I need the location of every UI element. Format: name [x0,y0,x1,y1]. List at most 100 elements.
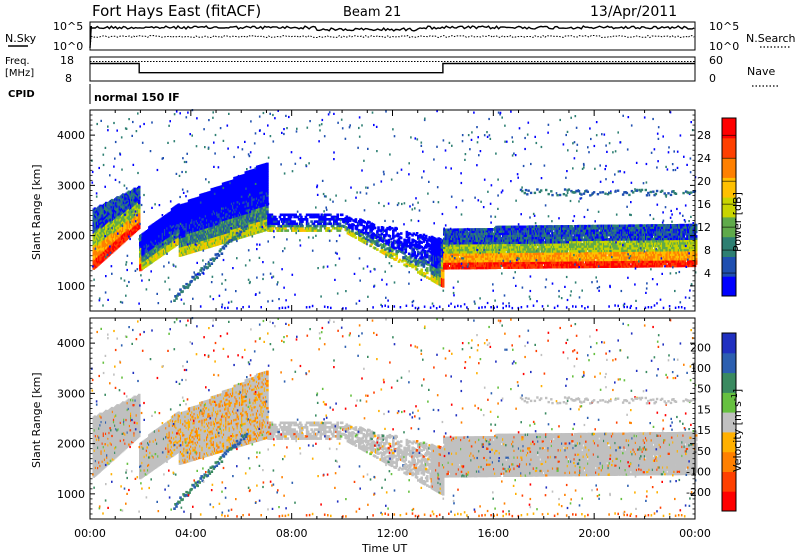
power-cell [423,234,426,237]
power-cell [420,269,423,272]
power-cell [373,224,376,227]
power-cell [373,233,376,236]
power-cell [266,208,269,211]
power-cell [274,216,277,219]
power-cell [395,257,398,260]
power-cell [294,229,297,232]
power-cell [425,235,428,238]
power-cell [443,231,446,234]
power-cell [319,218,322,221]
power-cell [414,251,417,254]
power-cell [405,248,408,251]
power-cell [416,241,419,244]
power-cell [350,218,353,221]
power-cell [425,260,428,263]
power-cell [283,214,286,217]
power-cell [271,220,274,223]
power-cell [393,235,396,238]
power-cell [405,251,408,254]
power-cell [138,213,141,216]
power-cell [400,237,403,240]
power-cell [293,220,296,223]
power-cell [428,255,431,258]
power-cell [382,227,385,230]
nave-tick-top: 60 [709,54,723,67]
power-cell [428,277,431,280]
power-cell [266,199,269,202]
power-cell [330,223,333,226]
power-cell [426,256,429,259]
power-cell [423,265,426,268]
nsearch-line [90,36,694,49]
power-cell [399,259,402,262]
power-cell [266,163,269,166]
power-cell [425,237,428,240]
power-cell [336,229,339,232]
power-cell [284,225,287,228]
power-cell [338,218,341,221]
power-cell [138,186,141,189]
power-cell [415,261,418,264]
power-cell [138,188,141,191]
cpid-value: normal 150 IF [94,91,180,104]
power-cell [314,229,317,232]
power-cell [408,237,411,240]
power-cell [342,218,345,221]
power-cell [417,264,420,267]
power-cell [416,268,419,271]
nsky-tick-bottom: 10^0 [53,40,83,53]
power-cell [355,236,358,239]
power-cell [300,229,303,232]
power-cell [408,239,411,242]
freq-label-line2: [MHz] [5,68,34,79]
freq-panel-frame [90,57,695,81]
power-cell [277,220,280,223]
power-cell [377,226,380,229]
power-cell [330,218,333,221]
power-cell [266,197,269,200]
power-cell [374,227,377,230]
power-cell [288,214,291,217]
power-cell [296,223,299,226]
power-cell [307,214,310,217]
freq-traces [90,62,695,73]
power-cell [415,265,418,268]
power-cell [392,232,395,235]
power-cell [266,167,269,170]
freq-tick-top: 18 [60,54,74,67]
power-cell [266,185,269,188]
power-cell [138,190,141,193]
power-cell [266,210,269,213]
station-title: Fort Hays East (fitACF) [92,2,261,20]
power-cell [283,220,286,223]
power-cell [319,229,322,232]
power-cell [426,267,429,270]
power-cell [406,231,409,234]
nsearch-tick-bottom: 10^0 [709,40,739,53]
power-cell [326,223,329,226]
power-cell [442,281,445,284]
power-cell [352,224,355,227]
power-cell [281,229,284,232]
nsearch-label: N.Search [746,32,796,45]
power-cell [284,229,287,232]
power-cell [442,276,445,279]
power-cell [410,261,413,264]
nsky-traces [90,26,694,48]
power-cell [414,253,417,256]
power-cell [376,248,379,251]
power-cell [138,202,141,205]
power-cell [367,239,370,242]
power-cell [339,223,342,226]
power-cell [138,199,141,202]
nsky-line [90,26,694,48]
power-cell [422,251,425,254]
power-cell [385,233,388,236]
power-cell [300,216,303,219]
power-cell [266,169,269,172]
power-cell [389,226,392,229]
power-cell [395,227,398,230]
power-cell [307,229,310,232]
power-cell [316,225,319,228]
